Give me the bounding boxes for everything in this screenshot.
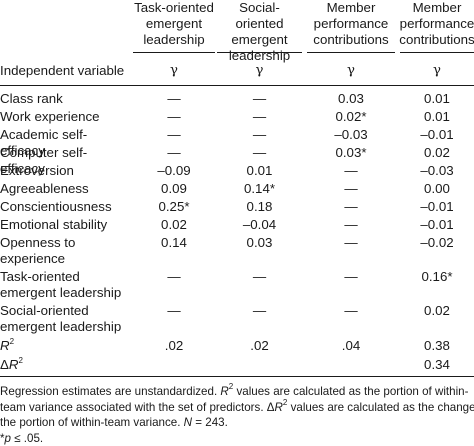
table-notes: Regression estimates are unstandardized.… (0, 384, 474, 446)
cell-value: 0.16* (400, 269, 474, 285)
gamma-symbol: γ (133, 63, 215, 79)
cell-value: 0.00 (400, 181, 474, 197)
row-label: Class rank (0, 91, 130, 107)
note-line: Regression estimates are unstandardized.… (0, 384, 474, 400)
column-header-member-performance-2: Member performance contributions (400, 0, 474, 53)
cell-value: — (217, 269, 302, 285)
cell-value: — (133, 127, 215, 143)
column-header-social-oriented: Social-oriented emergent leadership (217, 0, 302, 53)
cell-value: 0.03* (307, 145, 395, 161)
row-label: Conscientiousness (0, 199, 130, 215)
subheader-rule (0, 85, 474, 86)
independent-variable-label: Independent variable (0, 63, 130, 79)
cell-value: 0.34 (400, 357, 474, 373)
cell-value: 0.01 (400, 91, 474, 107)
row-label: R2 (0, 338, 130, 354)
row-label: Work experience (0, 109, 130, 125)
cell-value: — (133, 145, 215, 161)
cell-value: 0.01 (217, 163, 302, 179)
note-line: *p ≤ .05. (0, 431, 474, 446)
cell-value: –0.03 (400, 163, 474, 179)
cell-value: — (307, 235, 395, 251)
cell-value: — (217, 145, 302, 161)
cell-value: 0.02* (307, 109, 395, 125)
gamma-symbol: γ (400, 63, 474, 79)
gamma-symbol: γ (307, 63, 395, 79)
cell-value: — (217, 109, 302, 125)
note-line: team variance associated with the set of… (0, 400, 474, 416)
cell-value: — (133, 91, 215, 107)
cell-value: 0.38 (400, 338, 474, 354)
cell-value: –0.04 (217, 217, 302, 233)
cell-value: — (307, 163, 395, 179)
cell-value: .02 (217, 338, 302, 354)
cell-value: — (307, 303, 395, 319)
row-label: Agreeableness (0, 181, 130, 197)
cell-value: 0.03 (217, 235, 302, 251)
cell-value: –0.01 (400, 217, 474, 233)
row-label: ΔR2 (0, 357, 130, 373)
cell-value: — (307, 199, 395, 215)
cell-value: –0.01 (400, 199, 474, 215)
gamma-symbol: γ (217, 63, 302, 79)
cell-value: –0.09 (133, 163, 215, 179)
cell-value: — (133, 109, 215, 125)
cell-value: –0.03 (307, 127, 395, 143)
cell-value: 0.02 (400, 303, 474, 319)
cell-value: — (217, 91, 302, 107)
row-label: Extroversion (0, 163, 130, 179)
note-line: the portion of within-team variance. N =… (0, 415, 474, 431)
cell-value: 0.09 (133, 181, 215, 197)
cell-value: 0.18 (217, 199, 302, 215)
cell-value: — (217, 127, 302, 143)
cell-value: 0.14* (217, 181, 302, 197)
cell-value: –0.02 (400, 235, 474, 251)
cell-value: — (133, 269, 215, 285)
cell-value: — (307, 269, 395, 285)
cell-value: — (307, 217, 395, 233)
table-bottom-rule (0, 376, 474, 377)
column-header-task-oriented: Task-oriented emergent leadership (133, 0, 215, 53)
cell-value: 0.14 (133, 235, 215, 251)
cell-value: 0.25* (133, 199, 215, 215)
cell-value: — (133, 303, 215, 319)
row-label: Emotional stability (0, 217, 130, 233)
column-header-member-performance-1: Member performance contributions (307, 0, 395, 53)
cell-value: –0.01 (400, 127, 474, 143)
cell-value: — (217, 303, 302, 319)
cell-value: .02 (133, 338, 215, 354)
cell-value: 0.01 (400, 109, 474, 125)
cell-value: 0.03 (307, 91, 395, 107)
cell-value: .04 (307, 338, 395, 354)
cell-value: 0.02 (133, 217, 215, 233)
cell-value: 0.02 (400, 145, 474, 161)
cell-value: — (307, 181, 395, 197)
